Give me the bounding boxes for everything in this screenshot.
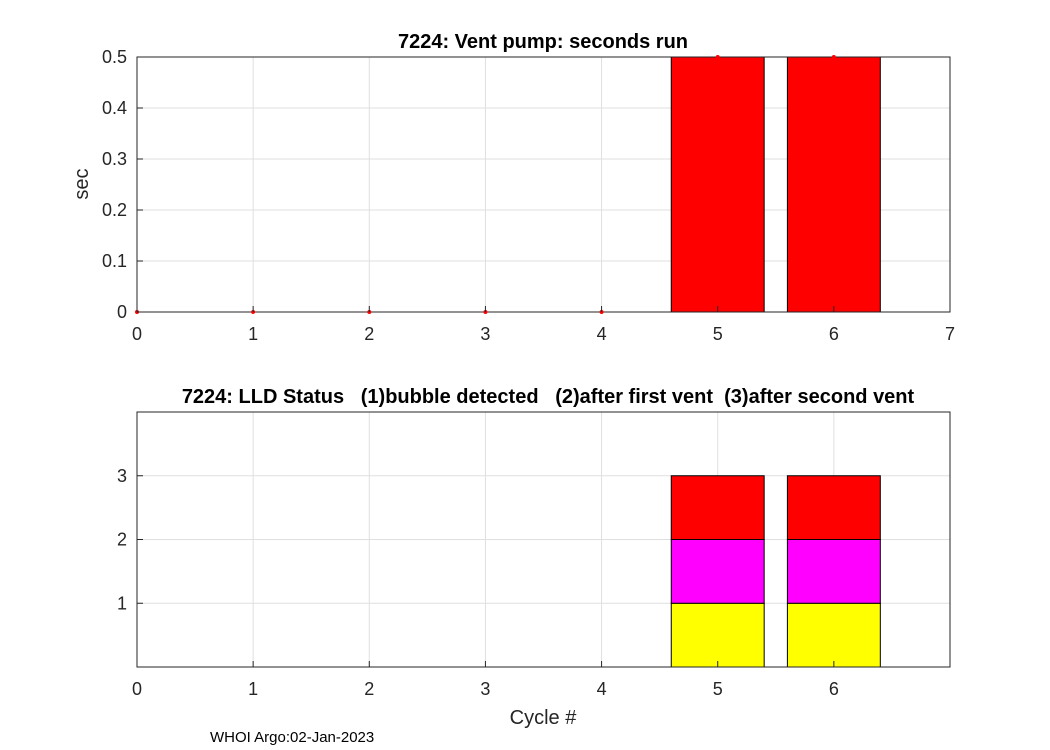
lld-status-x-tick-label: 0 xyxy=(132,679,142,699)
vent-pump-bar xyxy=(670,56,765,313)
vent-pump-y-ticks: 0 0.1 0.2 0.3 0.4 0.5 xyxy=(102,47,143,322)
lld-status-bar-segment xyxy=(670,475,765,540)
vent-pump-bars xyxy=(670,56,881,313)
vent-pump-x-tick-label: 6 xyxy=(829,324,839,344)
vent-pump-point-marker xyxy=(831,55,836,59)
lld-status-bar-segment xyxy=(786,602,881,668)
vent-pump-point-marker xyxy=(715,55,720,59)
vent-pump-x-tick-label: 3 xyxy=(480,324,490,344)
vent-pump-x-tick-label: 7 xyxy=(945,324,955,344)
vent-pump-x-tick-label: 2 xyxy=(364,324,374,344)
lld-status-title: 7224: LLD Status (1)bubble detected (2)a… xyxy=(182,386,915,408)
vent-pump-y-label: sec xyxy=(71,168,93,199)
vent-pump-x-tick-label: 1 xyxy=(248,324,258,344)
footer-credit: WHOI Argo:02-Jan-2023 xyxy=(210,729,374,746)
vent-pump-y-tick-label: 0 xyxy=(117,302,127,322)
lld-status-bar-segment xyxy=(670,602,765,668)
lld-status-x-tick-label: 2 xyxy=(364,679,374,699)
vent-pump-y-tick-label: 0.2 xyxy=(102,200,127,220)
lld-status-bar-segment xyxy=(670,539,765,604)
lld-status-x-label: Cycle # xyxy=(510,707,578,729)
lld-status-y-tick-label: 3 xyxy=(117,466,127,486)
vent-pump-x-ticks: 0 1 2 3 4 5 6 7 xyxy=(132,306,955,344)
lld-status-y-ticks: 1 2 3 xyxy=(117,466,143,613)
lld-status-x-tick-label: 1 xyxy=(248,679,258,699)
lld-status-y-tick-label: 1 xyxy=(117,593,127,613)
vent-pump-y-tick-label: 0.5 xyxy=(102,47,127,67)
lld-status-y-tick-label: 2 xyxy=(117,530,127,550)
lld-status-bar-segment xyxy=(786,539,881,604)
lld-status-x-tick-label: 3 xyxy=(480,679,490,699)
vent-pump-title: 7224: Vent pump: seconds run xyxy=(398,31,688,53)
lld-status-bars xyxy=(670,475,881,668)
vent-pump-x-tick-label: 0 xyxy=(132,324,142,344)
lld-status-chart: 0 1 2 3 4 5 6 1 2 3 7224: LLD Status (1)bubble d… xyxy=(117,386,951,729)
lld-status-bar-segment xyxy=(786,475,881,540)
vent-pump-y-tick-label: 0.4 xyxy=(102,98,127,118)
lld-status-x-tick-label: 5 xyxy=(713,679,723,699)
vent-pump-chart: 0 1 2 3 4 5 6 7 0 0.1 0.2 0.3 0.4 0.5 7224: Vent pum… xyxy=(71,31,955,344)
lld-status-x-tick-label: 6 xyxy=(829,679,839,699)
vent-pump-bar xyxy=(786,56,881,313)
lld-status-x-tick-label: 4 xyxy=(597,679,607,699)
vent-pump-y-tick-label: 0.3 xyxy=(102,149,127,169)
vent-pump-axes-box xyxy=(136,56,951,313)
vent-pump-x-tick-label: 5 xyxy=(713,324,723,344)
vent-pump-y-tick-label: 0.1 xyxy=(102,251,127,271)
lld-status-x-ticks: 0 1 2 3 4 5 6 xyxy=(132,661,839,699)
vent-pump-x-tick-label: 4 xyxy=(597,324,607,344)
